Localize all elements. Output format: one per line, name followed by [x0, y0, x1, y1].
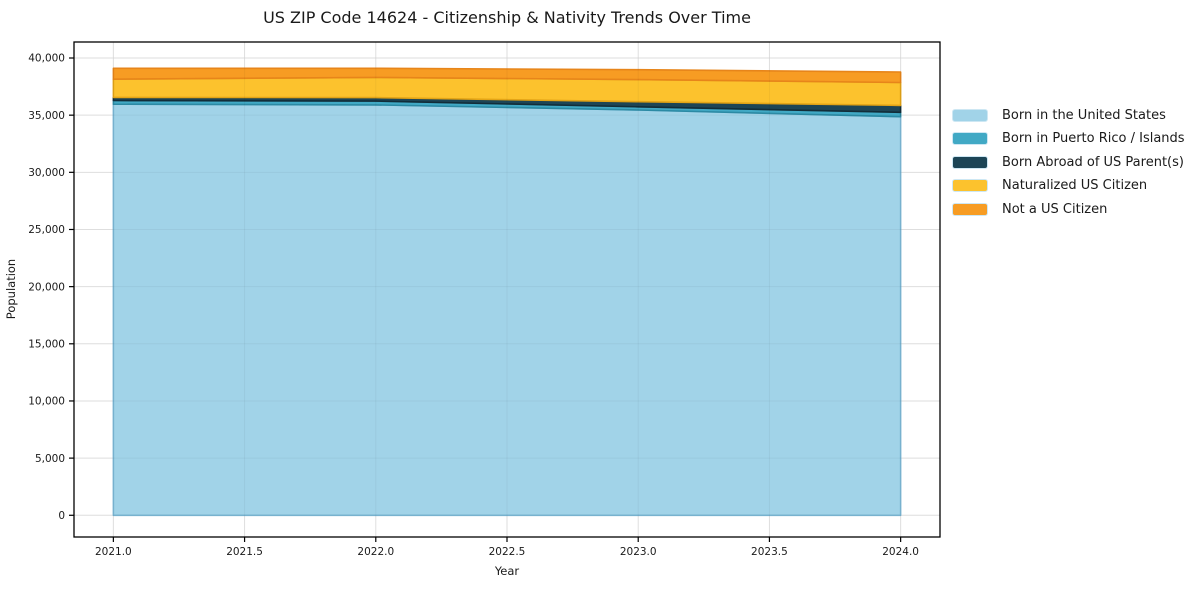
chart-legend: Born in the United States Born in Puerto…	[952, 108, 1185, 225]
y-axis-label: Population	[4, 259, 18, 319]
y-tick-label: 40,000	[28, 53, 65, 65]
legend-swatch	[952, 202, 988, 216]
y-tick-label: 5,000	[35, 453, 65, 465]
x-tick-label: 2023.5	[751, 546, 788, 558]
x-tick-label: 2021.0	[95, 546, 132, 558]
legend-label: Naturalized US Citizen	[1002, 178, 1148, 194]
legend-item: Born in Puerto Rico / Islands	[952, 131, 1185, 146]
x-tick-label: 2022.0	[357, 546, 394, 558]
area-not-a-us-citizen	[112, 67, 902, 84]
y-tick-label: 25,000	[28, 224, 65, 236]
axis-ticks	[69, 57, 902, 542]
y-tick-labels: 0 5,000 10,000 15,000 20,000 25,000 30,000 35,0…	[28, 53, 65, 522]
chart-title: US ZIP Code 14624 - Citizenship & Nativi…	[263, 8, 751, 27]
y-tick-label: 20,000	[28, 281, 65, 293]
legend-swatch	[952, 155, 988, 169]
gridlines-overlay	[74, 42, 940, 537]
legend-item: Born Abroad of US Parent(s)	[952, 155, 1185, 170]
x-tick-label: 2023.0	[620, 546, 657, 558]
x-tick-labels: 2021.0 2021.5 2022.0 2022.5 2023.0 2023.5 2024…	[95, 546, 919, 558]
y-tick-label: 15,000	[28, 339, 65, 351]
legend-swatch	[952, 109, 988, 122]
area-series-group	[112, 67, 902, 517]
legend-item: Naturalized US Citizen	[952, 178, 1185, 193]
legend-label: Not a US Citizen	[1002, 201, 1108, 217]
x-tick-label: 2022.5	[489, 546, 526, 558]
y-tick-label: 0	[58, 510, 65, 522]
y-tick-label: 35,000	[28, 110, 65, 122]
legend-swatch	[952, 179, 988, 193]
legend-label: Born in the United States	[1002, 108, 1166, 123]
y-tick-label: 30,000	[28, 167, 65, 179]
legend-label: Born in Puerto Rico / Islands	[1002, 131, 1185, 147]
y-tick-label: 10,000	[28, 396, 65, 408]
x-tick-label: 2021.5	[226, 546, 263, 558]
legend-item: Born in the United States	[952, 108, 1185, 123]
legend-swatch	[952, 132, 988, 146]
x-axis-label: Year	[494, 564, 520, 578]
x-tick-label: 2024.0	[882, 546, 919, 558]
legend-item: Not a US Citizen	[952, 202, 1185, 217]
legend-label: Born Abroad of US Parent(s)	[1002, 154, 1184, 170]
